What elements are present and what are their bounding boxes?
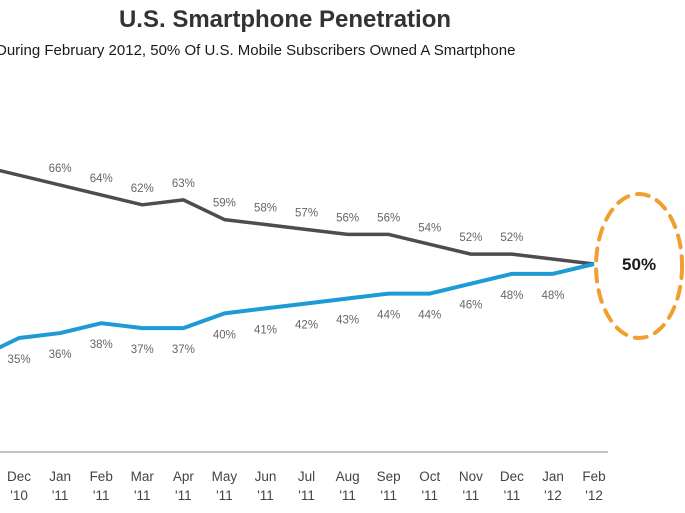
chart-title: U.S. Smartphone Penetration: [118, 6, 452, 33]
x-tick-month: Mar: [131, 469, 155, 484]
x-tick-month: Dec: [7, 469, 31, 484]
chart-subtitle: During February 2012, 50% Of U.S. Mobile…: [0, 42, 516, 59]
feature-phone-data-label: 63%: [172, 178, 195, 190]
x-tick-month: Jul: [298, 469, 315, 484]
feature-phone-data-label: 66%: [49, 163, 72, 175]
feature-phone-data-label: 56%: [377, 212, 400, 224]
smartphone-data-label: 46%: [459, 300, 482, 312]
x-tick-year: '12: [585, 488, 603, 503]
feature-phone-data-label: 57%: [295, 207, 318, 219]
smartphone-data-label: 37%: [172, 344, 195, 356]
smartphone-data-label: 44%: [418, 310, 441, 322]
smartphone-data-label: 40%: [213, 329, 236, 341]
x-tick-year: '11: [134, 488, 151, 503]
smartphone-data-label: 48%: [500, 290, 523, 302]
x-tick-month: Aug: [336, 469, 360, 484]
feature-phone-line: [0, 168, 595, 266]
x-tick-year: '11: [175, 488, 192, 503]
x-tick-year: '11: [463, 488, 480, 503]
smartphone-data-label: 36%: [49, 349, 72, 361]
x-tick-year: '11: [380, 488, 397, 503]
smartphone-data-label: 41%: [254, 324, 277, 336]
x-tick-month: Sep: [377, 469, 401, 484]
feature-phone-data-label: 58%: [254, 203, 277, 215]
x-tick-year: '11: [504, 488, 521, 503]
callout-label: 50%: [622, 255, 656, 274]
feature-phone-data-label: 52%: [500, 232, 523, 244]
feature-phone-data-label: 54%: [418, 222, 441, 234]
x-tick-year: '12: [544, 488, 562, 503]
smartphone-data-label: 44%: [377, 310, 400, 322]
x-tick-month: Jun: [255, 469, 277, 484]
x-tick-year: '11: [339, 488, 356, 503]
smartphone-data-label: 43%: [336, 315, 359, 327]
smartphone-data-label: 35%: [8, 354, 31, 366]
smartphone-line: [0, 262, 595, 350]
x-tick-year: '11: [421, 488, 438, 503]
x-tick-month: Jan: [49, 469, 71, 484]
x-tick-month: Apr: [173, 469, 195, 484]
x-tick-year: '11: [216, 488, 233, 503]
x-tick-year: '11: [93, 488, 110, 503]
feature-phone-data-label: 56%: [336, 212, 359, 224]
x-tick-year: '10: [10, 488, 28, 503]
smartphone-data-label: 48%: [541, 290, 564, 302]
x-tick-month: May: [212, 469, 238, 484]
x-tick-month: Dec: [500, 469, 524, 484]
x-tick-year: '11: [298, 488, 315, 503]
feature-phone-data-label: 59%: [213, 198, 236, 210]
callout-ellipse: [594, 192, 685, 340]
feature-phone-data-label: 52%: [459, 232, 482, 244]
feature-phone-data-label: 62%: [131, 183, 154, 195]
x-tick-month: Feb: [582, 469, 605, 484]
smartphone-data-label: 37%: [131, 344, 154, 356]
smartphone-data-label: 38%: [90, 339, 113, 351]
feature-phone-data-label: 64%: [90, 173, 113, 185]
x-tick-month: Feb: [90, 469, 113, 484]
x-tick-month: Oct: [419, 469, 440, 484]
x-tick-month: Jan: [542, 469, 564, 484]
x-tick-year: '11: [257, 488, 274, 503]
x-tick-month: Nov: [459, 469, 483, 484]
smartphone-data-label: 42%: [295, 319, 318, 331]
x-tick-year: '11: [52, 488, 69, 503]
